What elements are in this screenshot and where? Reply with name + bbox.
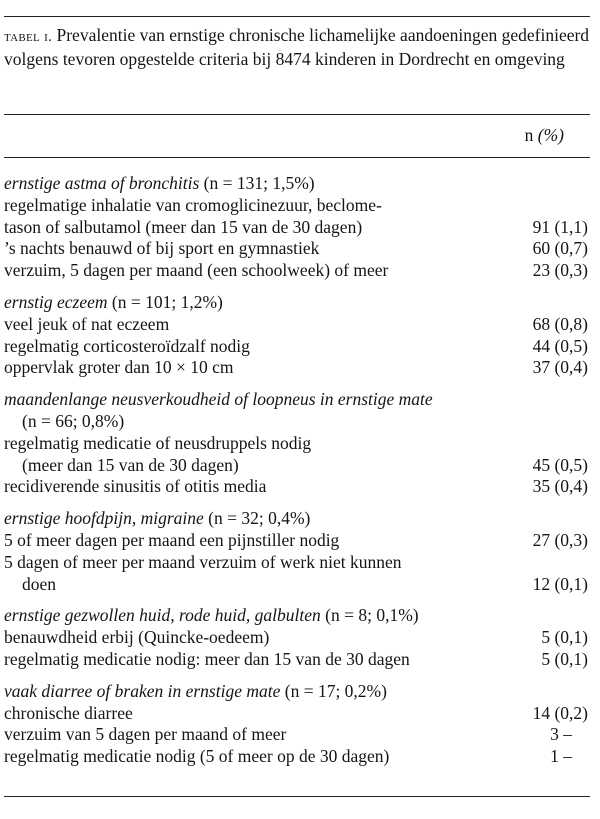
table-row: 5 dagen of meer per maand verzuim of wer…: [4, 552, 588, 574]
row-value: 14 (0,2): [532, 702, 588, 723]
caption-text: Prevalentie van ernstige chronische lich…: [4, 25, 590, 69]
row-value: 91 (1,1): [532, 216, 588, 237]
section-heading: ernstige astma of bronchitis (n = 131; 1…: [4, 173, 588, 195]
section-title: vaak diarree of braken in ernstige mate: [4, 680, 281, 701]
row-label: regelmatig medicatie of neusdruppels nod…: [4, 432, 312, 453]
row-label: regelmatig medicatie nodig: meer dan 15 …: [4, 648, 410, 669]
table-body: ernstige astma of bronchitis (n = 131; 1…: [4, 173, 588, 778]
row-label: doen: [22, 573, 57, 594]
table-section: ernstige gezwollen huid, rode huid, galb…: [4, 605, 588, 670]
table-row: regelmatige inhalatie van cromoglicinezu…: [4, 195, 588, 217]
table-row: benauwdheid erbij (Quincke-oedeem) 5 (0,1…: [4, 627, 588, 649]
row-value: 23 (0,3): [532, 260, 588, 281]
table-row: verzuim van 5 dagen per maand of meer 3 –: [4, 724, 588, 746]
row-label: veel jeuk of nat eczeem: [4, 313, 170, 334]
bottom-rule: [4, 796, 590, 797]
top-rule: [4, 16, 590, 17]
table-row: recidiverende sinusitis of otitis media 3…: [4, 476, 588, 498]
column-header-pct: (%): [537, 125, 564, 145]
table-row: regelmatig corticosteroïdzalf nodig 44 (0…: [4, 336, 588, 358]
table-row: ’s nachts benauwd of bij sport en gymnas…: [4, 238, 588, 260]
section-heading: ernstig eczeem (n = 101; 1,2%): [4, 292, 588, 314]
table-row: regelmatig medicatie nodig: meer dan 15 …: [4, 649, 588, 671]
table-row: chronische diarree 14 (0,2): [4, 703, 588, 725]
row-value: [508, 552, 588, 574]
section-title: ernstige astma of bronchitis: [4, 173, 200, 193]
row-label: (n = 66; 0,8%): [22, 410, 125, 431]
table-section: ernstige hoofdpijn, migraine (n = 32; 0,…: [4, 508, 588, 595]
table-row: tason of salbutamol (meer dan 15 van de …: [4, 217, 588, 239]
row-label: ’s nachts benauwd of bij sport en gymnas…: [4, 238, 320, 259]
table-row: veel jeuk of nat eczeem 68 (0,8): [4, 314, 588, 336]
table-row: regelmatig medicatie nodig (5 of meer op…: [4, 746, 588, 768]
table-caption: tabel i. Prevalentie van ernstige chroni…: [4, 24, 594, 70]
section-title: ernstige hoofdpijn, migraine: [4, 508, 204, 529]
table-row: (meer dan 15 van de 30 dagen) 45 (0,5): [4, 455, 588, 477]
row-label: 5 of meer dagen per maand een pijnstille…: [4, 529, 340, 550]
section-heading: maandenlange neusverkoudheid of loopneus…: [4, 389, 588, 411]
section-title: ernstige gezwollen huid, rode huid, galb…: [4, 605, 321, 626]
row-label: (meer dan 15 van de 30 dagen): [22, 454, 239, 475]
row-label: 5 dagen of meer per maand verzuim of wer…: [4, 551, 402, 572]
section-heading: vaak diarree of braken in ernstige mate …: [4, 681, 588, 703]
row-label: verzuim, 5 dagen per maand (een schoolwe…: [4, 260, 389, 281]
row-value: 1 –: [550, 746, 572, 767]
table-row: (n = 66; 0,8%): [4, 411, 588, 433]
column-header: n (%): [525, 124, 564, 146]
row-label: benauwdheid erbij (Quincke-oedeem): [4, 627, 270, 648]
section-heading: ernstige hoofdpijn, migraine (n = 32; 0,…: [4, 508, 588, 530]
row-label: chronische diarree: [4, 702, 133, 723]
row-label: regelmatige inhalatie van cromoglicinezu…: [4, 194, 382, 215]
row-label: tason of salbutamol (meer dan 15 van de …: [4, 216, 363, 237]
table-row: oppervlak groter dan 10 × 10 cm 37 (0,4): [4, 357, 588, 379]
table-row: regelmatig medicatie of neusdruppels nod…: [4, 433, 588, 455]
row-value: 44 (0,5): [532, 335, 588, 356]
table-section: maandenlange neusverkoudheid of loopneus…: [4, 389, 588, 498]
row-value: [508, 411, 588, 433]
section-stats: (n = 17; 0,2%): [280, 680, 387, 701]
section-stats: (n = 131; 1,5%): [199, 173, 315, 193]
caption-rule: [4, 114, 590, 115]
column-header-n: n: [524, 125, 538, 145]
table-row: doen 12 (0,1): [4, 574, 588, 596]
section-stats: (n = 101; 1,2%): [107, 291, 223, 312]
section-stats: (n = 8; 0,1%): [320, 605, 419, 626]
row-label: recidiverende sinusitis of otitis media: [4, 476, 267, 497]
row-value: [508, 433, 588, 455]
row-value: 27 (0,3): [532, 529, 588, 550]
row-value: 5 (0,1): [541, 648, 588, 669]
row-value: 12 (0,1): [532, 573, 588, 594]
row-value: 5 (0,1): [541, 627, 588, 648]
row-value: [508, 195, 588, 217]
row-value: 37 (0,4): [532, 357, 588, 378]
section-heading: ernstige gezwollen huid, rode huid, galb…: [4, 605, 588, 627]
table-label: tabel i.: [4, 29, 53, 45]
section-stats: (n = 32; 0,4%): [203, 508, 311, 529]
row-value: 45 (0,5): [532, 454, 588, 475]
row-label: verzuim van 5 dagen per maand of meer: [4, 724, 287, 745]
header-rule: [4, 157, 590, 158]
row-label: oppervlak groter dan 10 × 10 cm: [4, 357, 234, 378]
section-title: maandenlange neusverkoudheid of loopneus…: [4, 389, 433, 410]
row-label: regelmatig corticosteroïdzalf nodig: [4, 335, 250, 356]
row-value: 35 (0,4): [532, 476, 588, 497]
row-label: regelmatig medicatie nodig (5 of meer op…: [4, 746, 390, 767]
row-value: 3 –: [550, 724, 572, 745]
table-section: vaak diarree of braken in ernstige mate …: [4, 681, 588, 768]
table-section: ernstig eczeem (n = 101; 1,2%) veel jeuk …: [4, 292, 588, 379]
row-value: 68 (0,8): [532, 313, 588, 334]
table-row: verzuim, 5 dagen per maand (een schoolwe…: [4, 260, 588, 282]
table-row: 5 of meer dagen per maand een pijnstille…: [4, 530, 588, 552]
row-value: 60 (0,7): [532, 238, 588, 259]
section-title: ernstig eczeem: [4, 291, 108, 312]
table-section: ernstige astma of bronchitis (n = 131; 1…: [4, 173, 588, 282]
